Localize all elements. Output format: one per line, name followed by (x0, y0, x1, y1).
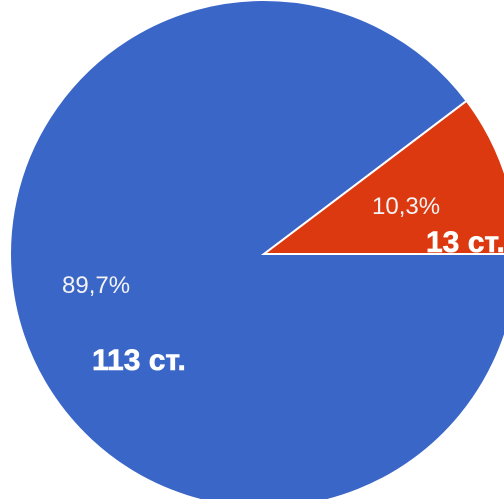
slice-1-count-label: 113 ст. (92, 344, 186, 377)
slice-2-percent-label: 10,3% (372, 193, 440, 220)
slice-1-percent-label: 89,7% (62, 272, 130, 299)
slice-2-count-label: 13 ст. (426, 226, 504, 259)
labels-layer: 89,7% 113 ст. 10,3% 13 ст. (62, 193, 504, 377)
slices-layer (9, 0, 504, 499)
slice-2 (261, 99, 504, 255)
slice-1 (9, 0, 504, 499)
